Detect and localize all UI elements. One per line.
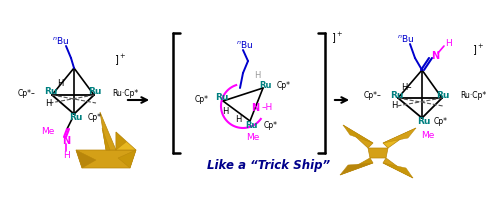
- Text: Cp*–: Cp*–: [364, 92, 382, 100]
- Text: Ru: Ru: [390, 90, 404, 99]
- Polygon shape: [343, 125, 373, 148]
- Polygon shape: [116, 132, 126, 150]
- Polygon shape: [343, 125, 373, 143]
- Polygon shape: [368, 148, 388, 158]
- Text: H–: H–: [400, 83, 411, 93]
- Text: $^n$Bu: $^n$Bu: [398, 32, 414, 43]
- Polygon shape: [340, 163, 373, 175]
- Text: H: H: [62, 151, 70, 161]
- Text: ]$^+$: ]$^+$: [472, 43, 484, 57]
- Text: Me: Me: [246, 132, 260, 141]
- Polygon shape: [383, 158, 413, 178]
- Text: Ru·Cp*: Ru·Cp*: [460, 92, 486, 100]
- Polygon shape: [118, 150, 136, 168]
- Text: Cp*: Cp*: [264, 121, 278, 130]
- Text: H: H: [222, 108, 228, 116]
- Polygon shape: [102, 128, 110, 150]
- Polygon shape: [383, 128, 416, 143]
- Text: Like a “Trick Ship”: Like a “Trick Ship”: [207, 160, 330, 172]
- Polygon shape: [76, 150, 136, 168]
- Text: H: H: [254, 72, 260, 80]
- Text: $^n$Bu: $^n$Bu: [52, 36, 70, 47]
- Text: Ru: Ru: [88, 88, 102, 97]
- Text: Me: Me: [422, 131, 434, 140]
- Text: H: H: [444, 38, 452, 47]
- Text: Cp*–: Cp*–: [18, 88, 36, 98]
- Text: H: H: [235, 114, 241, 124]
- Text: Ru: Ru: [44, 88, 58, 97]
- Text: Ru: Ru: [70, 114, 82, 123]
- Text: Ru: Ru: [246, 121, 258, 130]
- Text: Ru·Cp*: Ru·Cp*: [112, 88, 138, 98]
- Text: Me: Me: [42, 128, 55, 136]
- Text: ]$^+$: ]$^+$: [331, 31, 343, 46]
- Text: H: H: [45, 99, 51, 108]
- Text: Ru: Ru: [418, 118, 430, 126]
- Polygon shape: [100, 112, 116, 150]
- Text: Cp*: Cp*: [434, 118, 448, 126]
- Polygon shape: [340, 158, 373, 175]
- Text: N: N: [62, 136, 70, 146]
- Text: ]$^+$: ]$^+$: [114, 53, 126, 67]
- Text: Cp*: Cp*: [277, 80, 291, 89]
- Text: $^n$Bu: $^n$Bu: [236, 38, 254, 50]
- Text: H: H: [391, 102, 397, 110]
- Polygon shape: [116, 132, 136, 150]
- Polygon shape: [383, 163, 413, 178]
- Text: Cp*: Cp*: [195, 94, 209, 104]
- Polygon shape: [76, 150, 96, 168]
- Text: N: N: [431, 51, 439, 61]
- Polygon shape: [383, 128, 416, 148]
- Text: Ru: Ru: [259, 80, 271, 89]
- Text: N: N: [251, 103, 259, 113]
- Text: Ru: Ru: [216, 94, 228, 103]
- Text: H: H: [57, 79, 63, 88]
- Text: Ru: Ru: [436, 90, 450, 99]
- Text: Cp*: Cp*: [88, 114, 102, 123]
- Text: –H: –H: [262, 104, 272, 113]
